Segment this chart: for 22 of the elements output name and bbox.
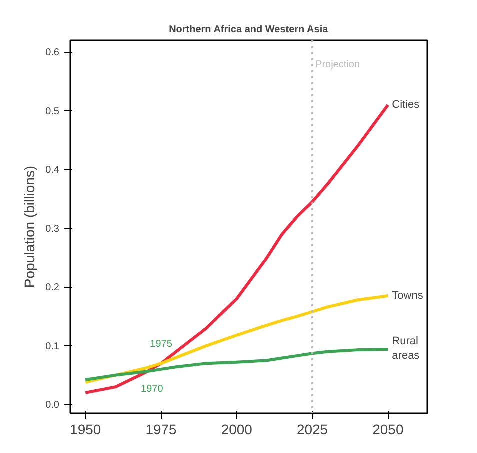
annotation: 1970 [141,384,164,395]
line-series [84,104,390,394]
x-tick-label: 2050 [372,422,404,438]
ref-line-label: Projection [316,60,360,70]
series-label: Towns [392,290,424,302]
series-label: Cities [392,99,420,112]
x-tick-label: 2025 [296,422,328,438]
y-tick-label: 0.6 [46,48,60,59]
y-tick-label: 0.3 [46,224,60,235]
series-label: Rural areas [392,335,420,362]
x-tick-label: 1950 [70,422,102,438]
y-tick-label: 0.5 [46,106,60,118]
y-tick-label: 0.4 [46,165,60,176]
x-tick-label: 2000 [221,422,253,438]
y-tick-label: 0.1 [46,341,60,352]
annotation: 1975 [150,339,173,350]
chart-title: Northern Africa and Western Asia [169,24,329,36]
x-tick-label: 1975 [146,422,178,438]
y-tick-label: 0.0 [46,400,60,412]
line-series [84,348,390,382]
y-tick-label: 0.2 [46,282,60,294]
y-axis-title: Population (billions) [22,166,38,288]
